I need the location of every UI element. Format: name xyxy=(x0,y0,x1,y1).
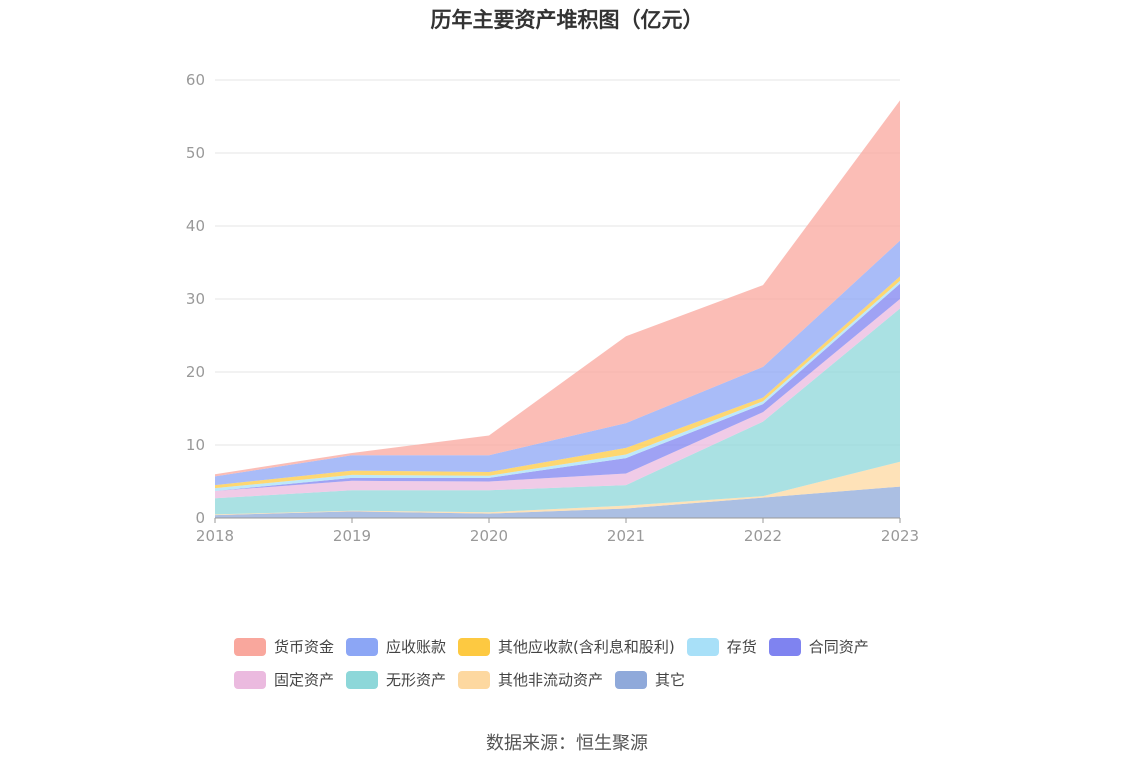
legend-row-2: 固定资产 无形资产 其他非流动资产 其它 xyxy=(234,663,934,696)
legend-swatch xyxy=(234,637,266,656)
legend-label: 其他非流动资产 xyxy=(498,671,604,689)
legend-item-intangible-assets[interactable]: 无形资产 xyxy=(346,669,446,690)
legend-item-other-noncurrent[interactable]: 其他非流动资产 xyxy=(458,669,603,690)
legend-swatch xyxy=(458,670,491,689)
stacked-area-chart: 0 10 20 30 40 50 60 2018 2019 2020 2021 2022 2023 xyxy=(186,71,919,545)
legend-item-contract-assets[interactable]: 合同资产 xyxy=(768,636,869,657)
area-series-2 xyxy=(215,308,900,515)
legend-item-receivables[interactable]: 应收账款 xyxy=(346,636,446,657)
legend-label: 应收账款 xyxy=(386,638,447,656)
legend-item-fixed-assets[interactable]: 固定资产 xyxy=(234,669,334,690)
legend-item-other-receivables[interactable]: 其他应收款(含利息和股利) xyxy=(458,636,675,657)
y-tick-label: 50 xyxy=(186,144,205,162)
legend-swatch xyxy=(458,637,491,656)
x-tick-label: 2022 xyxy=(744,527,782,545)
legend-item-inventory[interactable]: 存货 xyxy=(686,636,757,657)
x-tick-label: 2019 xyxy=(333,527,371,545)
y-tick-label: 60 xyxy=(186,71,205,89)
area-series-0 xyxy=(215,486,900,518)
legend-label: 固定资产 xyxy=(274,671,335,689)
legend-label: 货币资金 xyxy=(274,638,335,656)
y-tick-label: 20 xyxy=(186,363,205,381)
x-tick-label: 2021 xyxy=(607,527,645,545)
legend-swatch xyxy=(615,670,648,689)
legend-item-cash[interactable]: 货币资金 xyxy=(234,636,334,657)
x-tick-label: 2018 xyxy=(196,527,234,545)
y-tick-label: 30 xyxy=(186,290,205,308)
y-tick-label: 0 xyxy=(195,509,205,527)
legend-label: 其他应收款(含利息和股利) xyxy=(498,638,675,656)
chart-legend: 货币资金 应收账款 其他应收款(含利息和股利) 存货 合同资产 固定资产 无形资… xyxy=(234,630,934,696)
legend-label: 无形资产 xyxy=(386,671,447,689)
legend-row-1: 货币资金 应收账款 其他应收款(含利息和股利) 存货 合同资产 xyxy=(234,630,934,663)
legend-swatch xyxy=(768,637,801,656)
legend-item-others[interactable]: 其它 xyxy=(615,669,685,690)
legend-swatch xyxy=(686,637,719,656)
chart-title: 历年主要资产堆积图（亿元） xyxy=(430,8,704,32)
legend-label: 其它 xyxy=(655,671,686,689)
legend-label: 存货 xyxy=(726,638,757,656)
legend-swatch xyxy=(234,670,266,689)
legend-swatch xyxy=(346,637,379,656)
y-tick-label: 10 xyxy=(186,436,205,454)
legend-swatch xyxy=(346,670,379,689)
area-series-8 xyxy=(215,100,900,477)
y-tick-label: 40 xyxy=(186,217,205,235)
x-tick-label: 2020 xyxy=(470,527,508,545)
x-tick-label: 2023 xyxy=(881,527,919,545)
legend-label: 合同资产 xyxy=(808,638,869,656)
data-source: 数据来源：恒生聚源 xyxy=(486,733,648,754)
